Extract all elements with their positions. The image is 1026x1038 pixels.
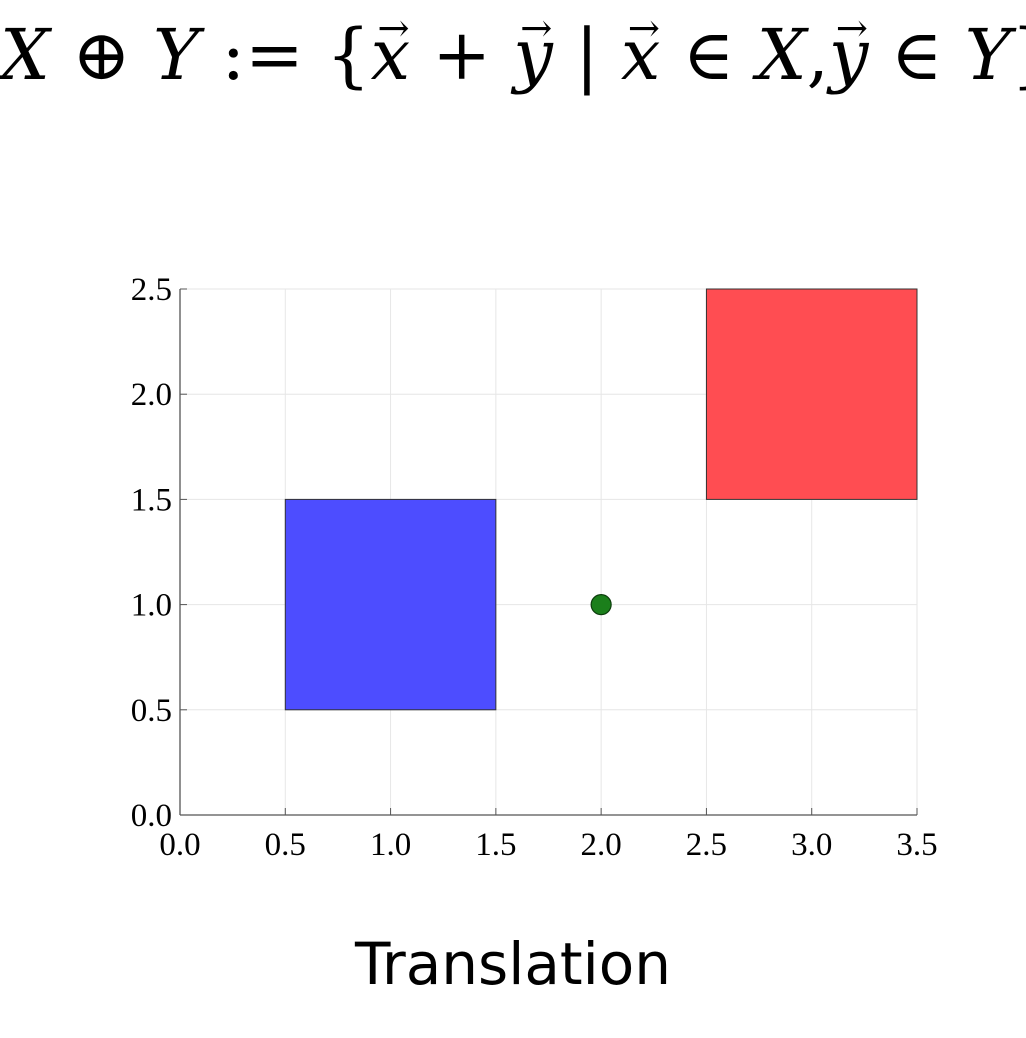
formula-mid: |: [575, 14, 599, 96]
chart: 0.0 0.5 1.0 1.5 2.0 2.5 3.0 3.5 0.0 0.5 1.0 1.5 2.0 2…: [131, 272, 938, 863]
formula: X ⊕ Y := {x + y | x ∈ X,y ∈ Y}: [0, 14, 1026, 96]
formula-vec-x: x: [371, 14, 410, 96]
shape-0: [284, 498, 497, 711]
x-tick-label-0: 0.0: [159, 827, 200, 863]
y-tick-label-1: 0.5: [131, 693, 172, 729]
x-tick-label-7: 3.5: [896, 827, 937, 863]
y-tick-label-4: 2.0: [131, 377, 172, 413]
formula-oplus: ⊕: [72, 14, 131, 96]
formula-vec-y-2: y: [829, 14, 869, 96]
x-tick-label-1: 0.5: [265, 827, 306, 863]
x-tick-label-3: 1.5: [475, 827, 516, 863]
formula-vec-y: y: [513, 14, 553, 96]
formula-defeq: :=: [221, 14, 304, 96]
formula-lbrace: {: [326, 14, 371, 96]
formula-y-set: Y: [153, 14, 200, 96]
formula-rbrace: }: [1011, 14, 1026, 96]
formula-comma: ,: [806, 14, 829, 96]
x-tick-label-4: 2.0: [581, 827, 622, 863]
formula-x-set: X: [0, 14, 50, 96]
x-tick-label-5: 2.5: [686, 827, 727, 863]
caption: Translation: [354, 930, 672, 998]
formula-vec-x-2: x: [621, 14, 660, 96]
y-tick-label-3: 1.5: [131, 482, 172, 518]
y-tick-label-0: 0.0: [131, 798, 172, 834]
shape-1: [705, 288, 918, 500]
y-tick-label-5: 2.5: [131, 272, 172, 308]
point-0: [590, 593, 612, 616]
x-tick-label-2: 1.0: [370, 827, 411, 863]
formula-plus: +: [432, 14, 491, 96]
formula-x-set-2: X: [756, 14, 807, 96]
formula-in: ∈: [682, 14, 735, 96]
y-tick-label-2: 1.0: [131, 588, 172, 624]
formula-in-2: ∈: [890, 14, 943, 96]
x-tick-label-6: 3.0: [791, 827, 832, 863]
formula-y-set-2: Y: [964, 14, 1011, 96]
